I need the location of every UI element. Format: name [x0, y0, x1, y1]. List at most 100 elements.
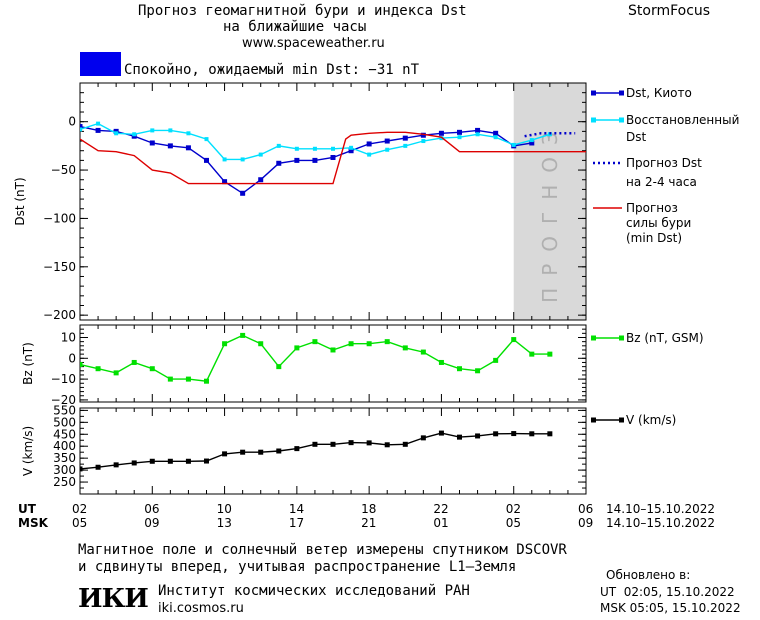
data-point: [80, 466, 83, 472]
data-point: [547, 351, 553, 357]
data-point: [222, 451, 228, 457]
ut-tick-label: 06: [144, 502, 160, 516]
data-point: [438, 130, 444, 136]
data-point: [367, 152, 372, 157]
data-point: [131, 359, 137, 365]
y-tick-label: −150: [43, 260, 76, 274]
series-group: [80, 121, 586, 196]
legend-storm-3: (min Dst): [626, 231, 683, 245]
panel-2: 10 0 −10 −20 Bz (nT): [21, 324, 587, 407]
data-point: [240, 190, 246, 196]
series-group: [80, 332, 553, 384]
data-point: [240, 449, 246, 455]
ut-tick-label: 22: [433, 502, 449, 516]
legend-markers: [591, 90, 624, 423]
legend-restored-1: Восстановленный: [626, 113, 740, 127]
msk-axis-label: MSK: [18, 516, 48, 530]
ut-tick-label: 02: [72, 502, 88, 516]
data-point: [204, 157, 209, 163]
series-line: [80, 125, 532, 195]
data-point: [186, 131, 191, 136]
data-point: [132, 132, 137, 137]
y-tick-label: 550: [53, 403, 76, 417]
ut-date-range: 14.10–15.10.2022: [606, 502, 716, 516]
legend-dst-kyoto: Dst, Киото: [626, 86, 692, 100]
msk-tick-label: 09: [578, 516, 594, 530]
footer-note-line1: Магнитное поле и солнечный ветер измерен…: [78, 542, 567, 558]
legend-marker: [619, 90, 624, 96]
data-point: [276, 364, 282, 370]
data-point: [330, 347, 336, 353]
ut-tick-label: 18: [361, 502, 377, 516]
msk-tick-label: 13: [216, 516, 232, 530]
data-point: [366, 341, 372, 347]
data-point: [95, 464, 101, 470]
data-point: [96, 121, 101, 126]
y-axis-label: Bz (nT): [21, 342, 35, 385]
data-point: [113, 370, 119, 376]
data-point: [167, 458, 173, 464]
y-axis-label: Dst (nT): [13, 177, 27, 225]
y-tick-label: 250: [53, 475, 76, 489]
msk-tick-label: 21: [361, 516, 377, 530]
msk-tick-label: 05: [505, 516, 521, 530]
updated-label: Обновлено в:: [606, 568, 691, 582]
y-tick-label: −20: [51, 393, 76, 407]
msk-tick-label: 05: [72, 516, 88, 530]
data-point: [80, 362, 83, 368]
data-point: [222, 179, 228, 185]
legend-storm-2: силы бури: [626, 216, 692, 230]
data-point: [475, 433, 481, 439]
institute-site[interactable]: iki.cosmos.ru: [158, 601, 244, 616]
legend-marker: [591, 417, 596, 423]
data-point: [312, 441, 318, 447]
plot-frame: [79, 82, 587, 321]
ut-axis-label: UT: [18, 502, 36, 516]
data-point: [294, 345, 300, 351]
updated-ut: UT 02:05, 15.10.2022: [600, 585, 735, 599]
y-tick-label: 500: [53, 415, 76, 429]
data-point: [547, 431, 553, 437]
data-point: [80, 127, 82, 132]
y-tick-label: −10: [51, 372, 76, 386]
data-point: [95, 127, 101, 133]
data-point: [222, 341, 228, 347]
msk-date-range: 14.10–15.10.2022: [606, 516, 716, 530]
data-point: [312, 146, 317, 151]
data-point: [439, 136, 444, 141]
status-text: Спокойно, ожидаемый min Dst: −31 nT: [124, 62, 420, 78]
data-point: [185, 458, 191, 464]
data-point: [348, 440, 354, 446]
y-tick-label: 450: [53, 427, 76, 441]
data-point: [402, 441, 408, 447]
data-point: [366, 141, 372, 147]
data-point: [113, 462, 119, 468]
msk-tick-label: 17: [288, 516, 305, 530]
data-point: [95, 366, 101, 372]
series-line: [80, 131, 586, 185]
ut-tick-label: 02: [505, 502, 521, 516]
data-point: [385, 147, 390, 152]
data-point: [349, 145, 354, 150]
data-point: [185, 376, 191, 382]
data-point: [384, 138, 390, 144]
data-point: [493, 431, 499, 437]
data-point: [438, 359, 444, 365]
ut-tick-label: 06: [578, 502, 594, 516]
y-tick-label: 400: [53, 439, 76, 453]
ut-tick-label: 14: [288, 502, 305, 516]
data-point: [421, 139, 426, 144]
forecast-band-label: ПРОГНОЗ: [538, 120, 562, 303]
site-url[interactable]: www.spaceweather.ru: [242, 36, 385, 51]
data-point: [204, 378, 209, 384]
institute-name: Институт космических исследований РАН: [158, 583, 470, 599]
data-point: [475, 132, 480, 137]
y-tick-label: 350: [53, 451, 76, 465]
data-point: [150, 128, 155, 133]
data-point: [402, 135, 408, 141]
legend-bz: Bz (nT, GSM): [626, 331, 704, 345]
iki-logo: ИКИ: [78, 584, 149, 614]
data-point: [276, 160, 282, 166]
y-axis-label: V (km/s): [21, 426, 35, 476]
